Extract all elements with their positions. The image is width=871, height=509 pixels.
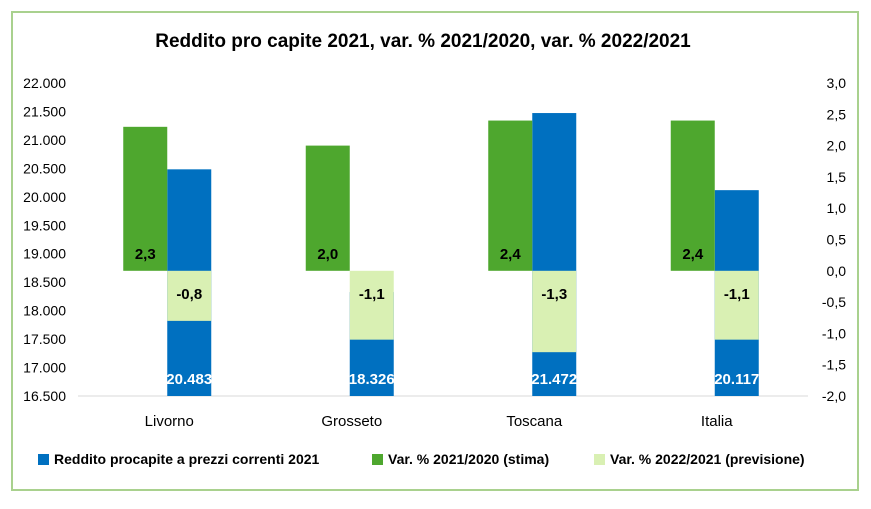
right-axis-tick-label: -1,5: [822, 357, 846, 373]
left-axis-tick-label: 19.000: [23, 246, 66, 262]
bar-reddito: [532, 113, 577, 396]
legend-label: Reddito procapite a prezzi correnti 2021: [54, 451, 320, 467]
bar-var-2022-2021: [532, 270, 577, 353]
right-axis-tick-label: 2,0: [827, 138, 847, 154]
bar-var-2022-2021: [167, 270, 212, 321]
bar-var-2022-2021: [349, 270, 394, 340]
legend-swatch: [594, 454, 605, 465]
label-reddito: 20.117: [714, 371, 759, 388]
left-axis-tick-label: 20.000: [23, 189, 66, 205]
label-reddito: 18.326: [349, 371, 395, 388]
left-axis-tick-label: 17.500: [23, 331, 66, 347]
left-axis-tick-label: 19.500: [23, 217, 66, 233]
label-var-2021-2020: 2,4: [500, 246, 522, 263]
label-var-2022-2021: -1,1: [724, 286, 750, 303]
axes: 16.500 17.000 17.500 18.000 18.500 19.000 19.5…: [23, 75, 846, 430]
label-var-2022-2021: -1,3: [541, 286, 567, 303]
bar-var-2021-2020: [488, 120, 533, 271]
label-var-2022-2021: -1,1: [359, 286, 385, 303]
legend-label: Var. % 2021/2020 (stima): [388, 451, 549, 467]
left-axis-tick-label: 22.000: [23, 75, 66, 91]
left-axis-tick-label: 16.500: [23, 388, 66, 404]
right-axis-tick-label: 1,5: [827, 169, 847, 185]
right-axis-tick-label: -2,0: [822, 388, 846, 404]
left-axis-tick-label: 20.500: [23, 160, 66, 176]
bar-var-2021-2020: [305, 145, 350, 271]
right-axis-tick-label: 0,5: [827, 232, 847, 248]
chart-title: Reddito pro capite 2021, var. % 2021/202…: [155, 31, 691, 52]
category-label: Livorno: [145, 413, 194, 430]
data-labels: 20.483 2,3 -0,8 18.326 2,0 -1,1 21.472 2,4 -1,3 2…: [135, 246, 759, 388]
legend: Reddito procapite a prezzi correnti 2021…: [38, 451, 805, 467]
left-axis-tick-label: 18.500: [23, 274, 66, 290]
label-reddito: 20.483: [166, 371, 212, 388]
label-reddito: 21.472: [531, 371, 577, 388]
category-label: Grosseto: [321, 413, 382, 430]
right-axis-tick-label: 3,0: [827, 75, 847, 91]
label-var-2021-2020: 2,0: [317, 246, 338, 263]
right-axis-tick-label: 1,0: [827, 200, 847, 216]
left-axis-tick-label: 17.000: [23, 360, 66, 376]
left-axis-tick-label: 18.000: [23, 303, 66, 319]
right-axis-tick-label: -0,5: [822, 294, 846, 310]
category-label: Italia: [701, 413, 733, 430]
right-axis-tick-label: -1,0: [822, 325, 846, 341]
category-label: Toscana: [506, 413, 563, 430]
label-var-2021-2020: 2,3: [135, 246, 156, 263]
right-axis-tick-label: 2,5: [827, 106, 847, 122]
left-axis-tick-label: 21.500: [23, 103, 66, 119]
left-axis-tick-label: 21.000: [23, 132, 66, 148]
legend-swatch: [38, 454, 49, 465]
bars: [123, 113, 759, 396]
label-var-2022-2021: -0,8: [176, 286, 202, 303]
bar-var-2021-2020: [670, 120, 715, 271]
bar-var-2021-2020: [123, 126, 168, 271]
right-axis-tick-label: 0,0: [827, 263, 847, 279]
bar-var-2022-2021: [714, 270, 759, 340]
legend-swatch: [372, 454, 383, 465]
label-var-2021-2020: 2,4: [682, 246, 704, 263]
legend-label: Var. % 2022/2021 (previsione): [610, 451, 805, 467]
